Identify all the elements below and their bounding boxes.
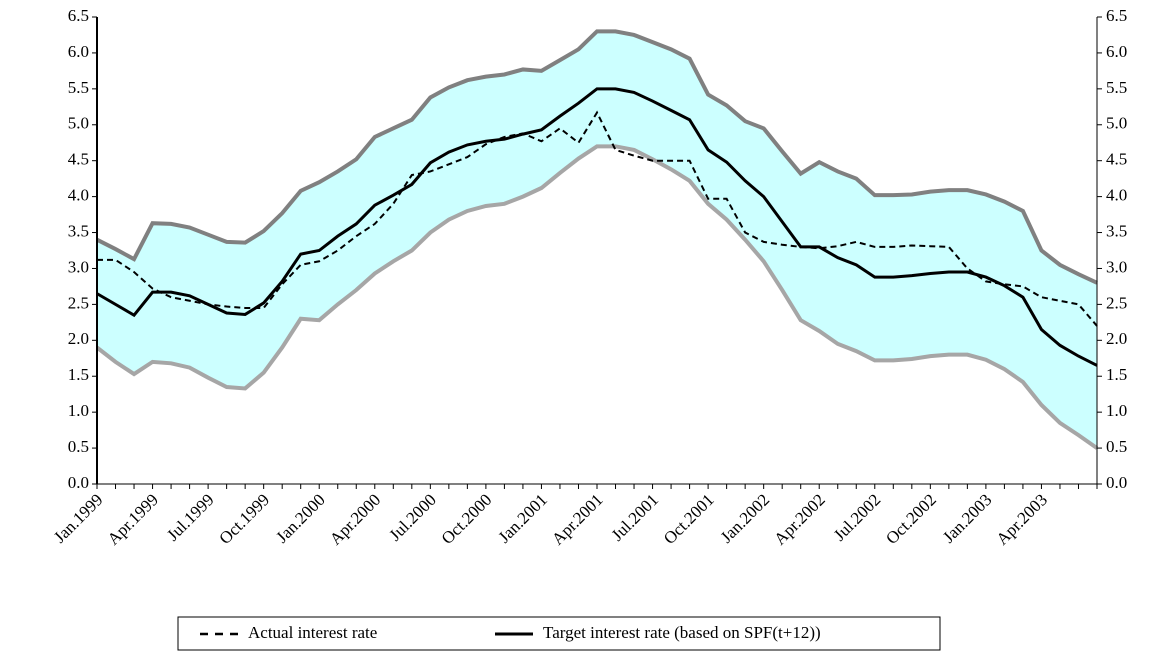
x-tick-label: Jan.2002 <box>717 490 774 547</box>
y2-tick-label: 4.0 <box>1106 186 1127 205</box>
y2-tick-label: 5.5 <box>1106 78 1127 97</box>
y2-tick-label: 6.5 <box>1106 6 1127 25</box>
legend-box <box>177 616 941 651</box>
x-tick-label: Jul.2001 <box>608 490 663 545</box>
x-tick-label: Apr.2003 <box>993 490 1052 549</box>
x-tick-label: Oct.2002 <box>882 490 940 548</box>
x-tick-label: Jan.2001 <box>495 490 552 547</box>
y-tick-label: 3.0 <box>68 257 89 276</box>
y2-tick-label: 0.0 <box>1106 473 1127 492</box>
y2-tick-label: 5.0 <box>1106 114 1127 133</box>
y-tick-label: 2.5 <box>68 293 89 312</box>
x-tick-label: Jan.2003 <box>939 490 996 547</box>
x-tick-label: Jul.1999 <box>163 490 218 545</box>
series-line <box>97 110 1098 327</box>
band-lower <box>95 144 1099 450</box>
y2-tick-label: 0.5 <box>1106 437 1127 456</box>
x-tick-label: Jul.2000 <box>385 490 440 545</box>
y2-tick-label: 2.5 <box>1106 293 1127 312</box>
x-tick-label: Jan.1999 <box>50 490 107 547</box>
y2-tick-label: 3.0 <box>1106 257 1127 276</box>
x-tick-label: Oct.1999 <box>215 490 273 548</box>
x-tick-label: Apr.1999 <box>104 490 163 549</box>
y2-tick-label: 1.5 <box>1106 365 1127 384</box>
legend-label: Target interest rate (based on SPF(t+12)… <box>543 623 821 642</box>
y2-tick-label: 3.5 <box>1106 221 1127 240</box>
y-tick-label: 1.5 <box>68 365 89 384</box>
series-line <box>96 87 1098 367</box>
x-tick-label: Jul.2002 <box>830 490 885 545</box>
legend-label: Actual interest rate <box>248 623 377 642</box>
x-tick-label: Oct.2001 <box>660 490 718 548</box>
y-tick-label: 4.5 <box>68 150 89 169</box>
y-tick-label: 2.0 <box>68 329 89 348</box>
y2-tick-label: 2.0 <box>1106 329 1127 348</box>
y-tick-label: 5.5 <box>68 78 89 97</box>
y-tick-label: 6.0 <box>68 42 89 61</box>
x-tick-label: Apr.2001 <box>548 490 607 549</box>
y2-tick-label: 1.0 <box>1106 401 1127 420</box>
band-upper <box>96 29 1098 285</box>
x-tick-label: Apr.2000 <box>326 490 385 549</box>
y2-tick-label: 4.5 <box>1106 150 1127 169</box>
y2-tick-label: 6.0 <box>1106 42 1127 61</box>
y-tick-label: 6.5 <box>68 6 89 25</box>
y-tick-label: 0.5 <box>68 437 89 456</box>
y-tick-label: 1.0 <box>68 401 89 420</box>
y-tick-label: 4.0 <box>68 186 89 205</box>
y-tick-label: 0.0 <box>68 473 89 492</box>
y-tick-label: 3.5 <box>68 221 89 240</box>
band-area <box>97 31 1097 449</box>
x-tick-label: Oct.2000 <box>438 490 496 548</box>
x-tick-label: Jan.2000 <box>272 490 329 547</box>
x-tick-label: Apr.2002 <box>770 490 829 549</box>
y-tick-label: 5.0 <box>68 114 89 133</box>
